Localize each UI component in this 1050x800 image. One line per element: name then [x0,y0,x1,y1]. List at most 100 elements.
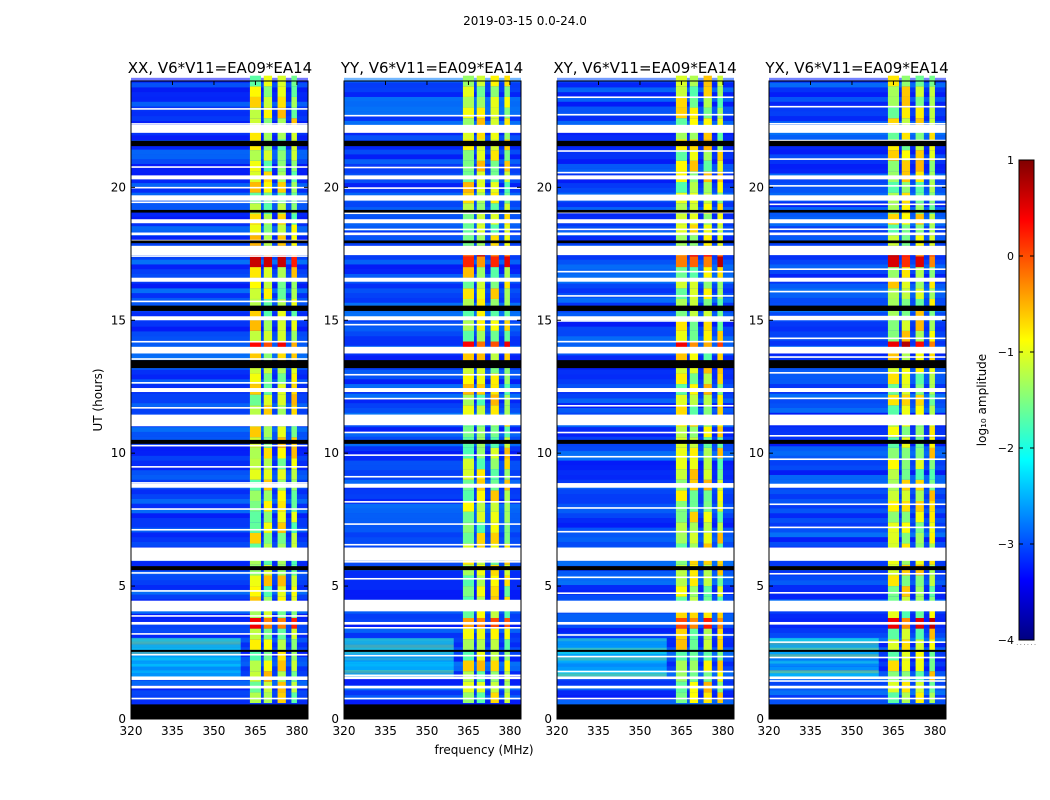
flag-line [344,626,521,629]
rfi-cell [717,352,723,363]
noise-stripe [557,221,734,227]
rfi-cell [476,373,486,385]
noise-stripe [344,699,521,705]
rfi-cell [263,373,273,385]
noise-stripe [769,455,946,461]
rfi-cell [703,447,712,459]
colorbar: 1 0 −1 −2 −3 −4 [998,154,1035,647]
rfi-cell [929,511,935,523]
rfi-cell [291,575,297,587]
flag-line [769,503,946,506]
noise-stripe [769,695,946,700]
noise-stripe [557,680,734,686]
rfi-cell [249,490,261,502]
flag-line [769,526,946,529]
rfi-cell [703,394,712,406]
rfi-cell [249,288,261,299]
noise-stripe [131,221,308,227]
rfi-cell [504,490,510,502]
flagged-band [131,245,308,256]
flagged-band [344,547,521,561]
flagged-band [557,439,734,444]
rfi-cell [887,639,899,650]
rfi-cell [291,341,297,353]
rfi-cell [462,128,474,140]
rfi-cell [462,96,474,108]
rfi-cell [476,320,486,331]
rfi-cell [717,320,723,331]
noise-stripe [769,393,946,399]
flagged-band [131,175,308,180]
noise-stripe [557,374,734,380]
rfi-cell [249,160,261,172]
broadband-wash [557,654,667,658]
rfi-cell [490,309,499,321]
rfi-cell [929,203,935,214]
rfi-cell [490,405,499,416]
noise-stripe [344,96,521,102]
noise-stripe [344,369,521,375]
rfi-cell [476,267,486,278]
rfi-cell [249,267,261,278]
rfi-cell [717,607,723,618]
rfi-cell [504,160,510,172]
rfi-cell [291,352,297,363]
rfi-cell [901,341,911,353]
rfi-cell [462,586,474,597]
noise-stripe [769,163,946,169]
noise-stripe [131,427,308,432]
rfi-cell [277,373,286,385]
noise-stripe [557,508,734,514]
flagged-band [557,600,734,612]
flag-line [344,654,521,657]
noise-stripe [557,321,734,327]
rfi-cell [504,256,510,268]
rfi-cell [703,532,712,544]
rfi-cell [291,394,297,406]
rfi-cell [703,320,712,331]
rfi-cell [675,320,687,331]
rfi-cell [901,394,911,406]
noise-stripe [769,403,946,408]
noise-stripe [557,264,734,270]
flag-line [131,528,308,531]
rfi-cell [915,649,924,661]
rfi-cell [249,150,261,161]
rfi-cell [915,203,924,214]
panel-title-xx: XX, V6*V11=EA09*EA14 [127,59,313,77]
broadband-wash [131,647,241,651]
rfi-cell [915,150,924,161]
broadband-wash [769,666,879,671]
rfi-cell [915,182,924,193]
noise-stripe [344,585,521,590]
rfi-cell [263,501,273,512]
rfi-cell [277,203,286,214]
noise-stripe [344,288,521,294]
noise-stripe [344,154,521,160]
rfi-cell [717,256,723,268]
rfi-cell [915,107,924,119]
noise-stripe [557,312,734,318]
rfi-cell [887,309,899,321]
flagged-band [557,704,734,719]
noise-stripe [557,111,734,117]
rfi-cell [901,649,911,661]
flag-line [344,577,521,580]
rfi-cell [504,118,510,129]
rfi-cell [263,320,273,331]
rfi-cell [929,277,935,289]
rfi-cell [703,107,712,119]
rfi-cell [291,86,297,97]
noise-stripe [557,226,734,231]
rfi-cell [915,309,924,321]
flagged-band [344,439,521,444]
noise-stripe [557,135,734,141]
rfi-cell [675,649,687,661]
rfi-cell [689,298,699,310]
rfi-cell [249,277,261,289]
rfi-cell [504,660,510,672]
noise-stripe [557,369,734,375]
noise-stripe [769,254,946,260]
noise-stripe [557,168,734,174]
rfi-cell [504,511,510,523]
